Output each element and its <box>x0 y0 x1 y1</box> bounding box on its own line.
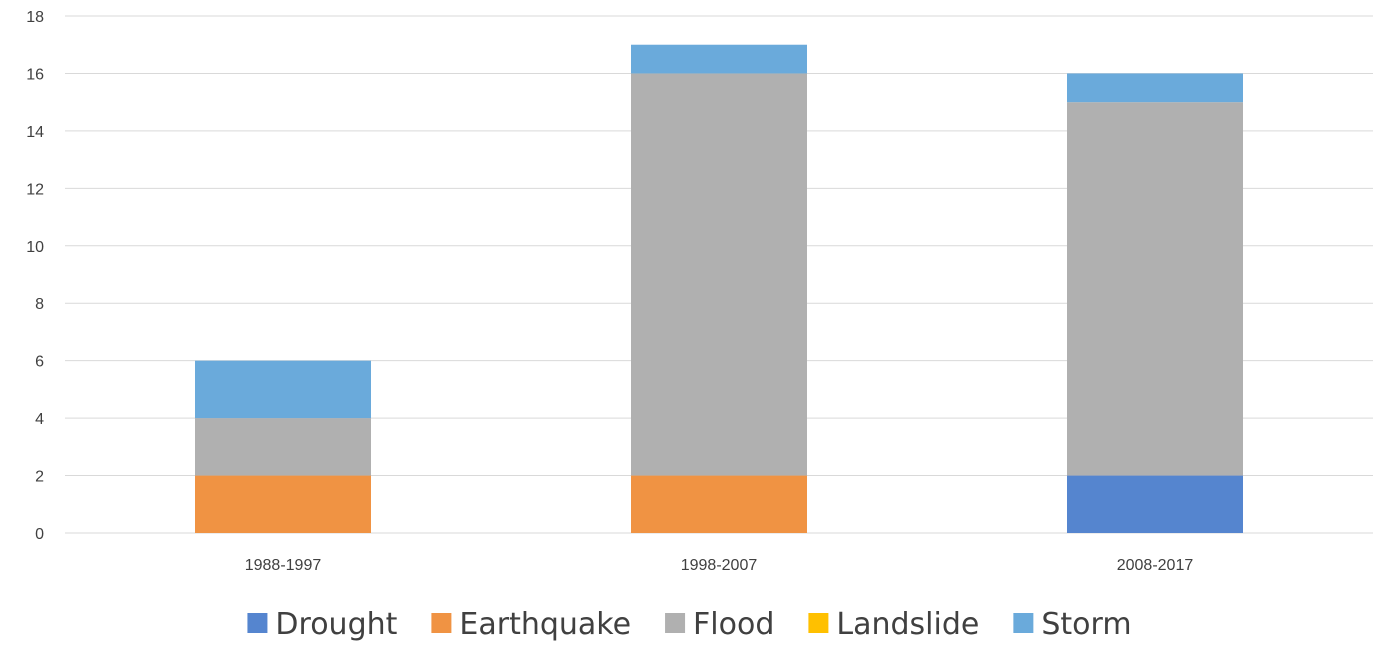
legend-item-landslide: Landslide <box>808 607 979 642</box>
bar-segment-earthquake-1998-2007 <box>631 475 807 533</box>
legend-swatch <box>431 613 452 633</box>
x-category-label: 2008-2017 <box>1117 557 1194 574</box>
y-tick-label: 8 <box>35 296 44 313</box>
legend-label: Drought <box>275 607 397 642</box>
bar-segment-storm-1998-2007 <box>631 44 807 74</box>
y-axis-tick-labels: 0 2 4 6 8 10 12 14 16 18 <box>26 9 44 543</box>
x-category-label: 1998-2007 <box>681 557 758 574</box>
y-tick-label: 10 <box>26 239 44 256</box>
legend-label: Earthquake <box>459 607 631 642</box>
x-category-label: 1988-1997 <box>245 557 322 574</box>
y-tick-label: 6 <box>35 354 44 371</box>
bar-segment-drought-2008-2017 <box>1067 475 1243 533</box>
bar-segment-flood-1998-2007 <box>631 73 807 476</box>
bars <box>195 44 1243 533</box>
bar-segment-flood-1988-1997 <box>195 418 371 476</box>
y-tick-label: 18 <box>26 9 44 26</box>
legend-label: Storm <box>1041 607 1131 642</box>
y-tick-label: 4 <box>35 411 44 428</box>
legend-label: Flood <box>693 607 774 642</box>
y-tick-label: 16 <box>26 66 44 83</box>
legend-swatch <box>665 613 686 633</box>
legend-swatch <box>808 613 829 633</box>
bar-segment-storm-1988-1997 <box>195 360 371 419</box>
legend-item-flood: Flood <box>665 607 774 642</box>
bar-segment-flood-2008-2017 <box>1067 102 1243 476</box>
y-tick-label: 14 <box>26 124 44 141</box>
legend-label: Landslide <box>836 607 979 642</box>
x-axis-category-labels: 1988-1997 1998-2007 2008-2017 <box>245 557 1194 574</box>
legend-item-earthquake: Earthquake <box>431 607 631 642</box>
y-tick-label: 0 <box>35 526 44 543</box>
legend-item-storm: Storm <box>1013 607 1132 642</box>
bar-segment-storm-2008-2017 <box>1067 73 1243 103</box>
legend-swatch <box>247 613 268 633</box>
legend-item-drought: Drought <box>247 607 398 642</box>
bar-segment-earthquake-1988-1997 <box>195 475 371 533</box>
legend-swatch <box>1013 613 1034 633</box>
y-tick-label: 2 <box>35 469 44 486</box>
legend: Drought Earthquake Flood Landslide Storm <box>247 607 1132 642</box>
y-tick-label: 12 <box>26 181 44 198</box>
